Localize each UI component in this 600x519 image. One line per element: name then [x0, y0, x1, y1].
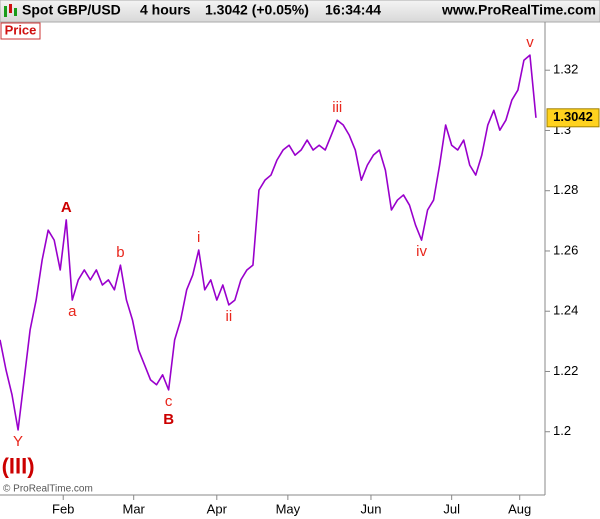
x-tick-label: Jun [360, 501, 381, 516]
copyright: © ProRealTime.com [3, 484, 93, 495]
y-tick-label: 1.32 [553, 62, 578, 77]
panel-label-box [0, 22, 41, 40]
y-tick-label: 1.28 [553, 182, 578, 197]
y-tick-label: 1.24 [553, 303, 578, 318]
header-bar [0, 0, 600, 23]
x-tick-label: Apr [207, 501, 228, 516]
wave-label: Y [13, 433, 23, 450]
x-tick-label: Jul [443, 501, 460, 516]
wave-label: a [68, 303, 77, 320]
wave-label: c [165, 393, 173, 410]
y-tick-label: 1.2 [553, 423, 571, 438]
price-line [0, 54, 537, 431]
last-price-label: 1.3042 [553, 109, 593, 124]
last-price-box [546, 108, 600, 128]
wave-label: ii [226, 308, 233, 325]
wave-label: iii [332, 99, 342, 116]
wave-label: B [163, 411, 174, 428]
site: www.ProRealTime.com [441, 2, 596, 18]
x-tick-label: Feb [52, 501, 74, 516]
app-icon [4, 4, 17, 17]
time: 16:34:44 [325, 2, 381, 18]
wave-label: iv [416, 243, 427, 260]
wave-label: i [197, 229, 200, 246]
wave-label: b [116, 244, 124, 261]
x-tick-label: Mar [122, 501, 145, 516]
wave-label: (III) [2, 454, 35, 479]
y-tick-label: 1.26 [553, 242, 578, 257]
wave-label: A [61, 199, 72, 216]
quote: 1.3042 (+0.05%) [205, 2, 309, 18]
x-tick-label: May [276, 501, 301, 516]
symbol: Spot GBP/USD [22, 2, 121, 18]
panel-label: Price [5, 22, 37, 37]
y-tick-label: 1.22 [553, 363, 578, 378]
interval: 4 hours [140, 2, 191, 18]
wave-label: v [526, 34, 534, 51]
x-tick-label: Aug [508, 501, 531, 516]
